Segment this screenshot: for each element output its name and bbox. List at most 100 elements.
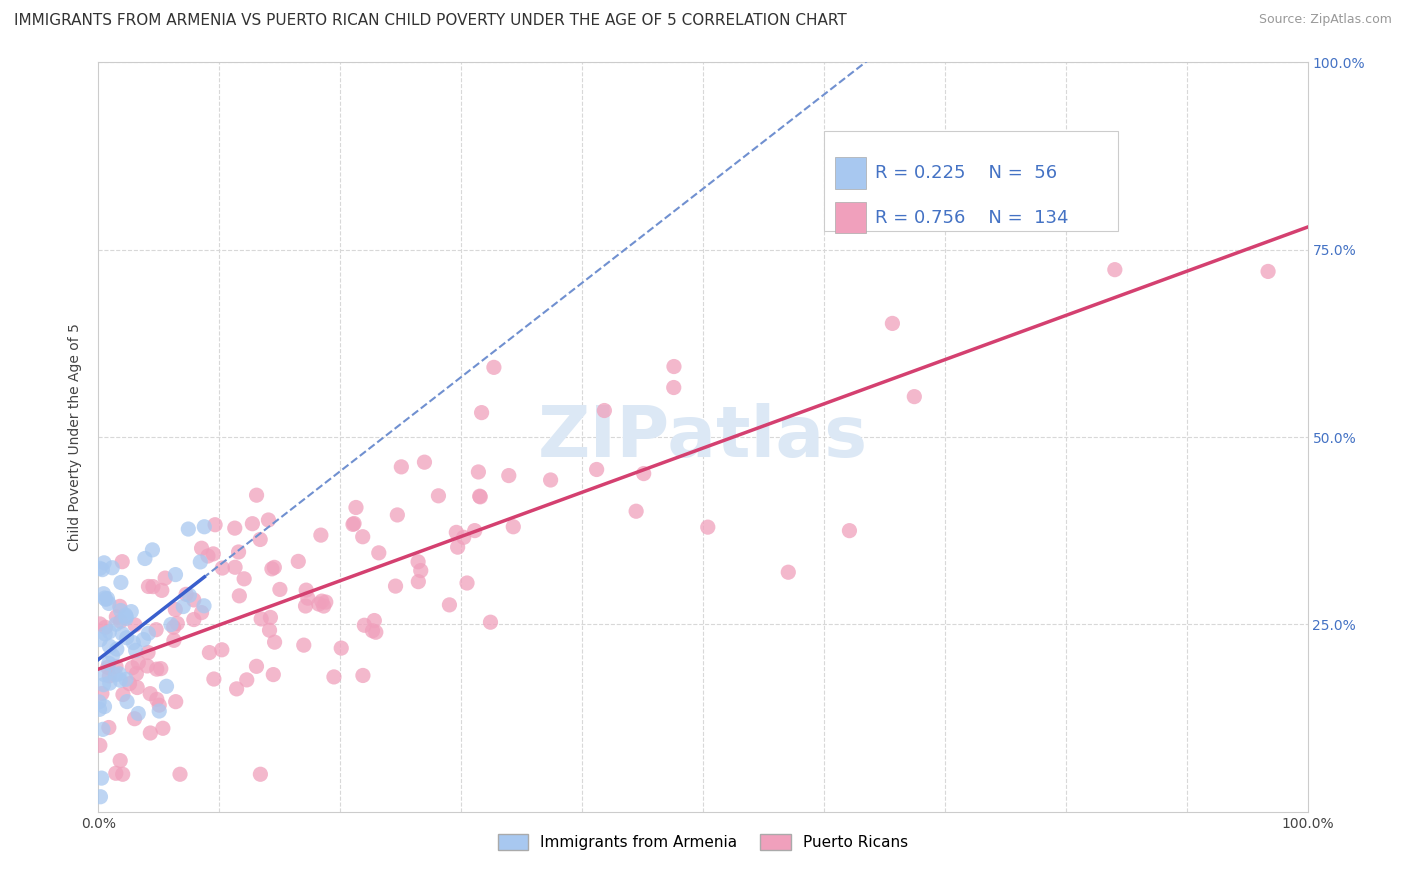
Point (352, 668, 374, 682)
Point (447, 540, 470, 554)
Point (408, 574, 430, 589)
Point (183, 593, 205, 607)
Point (139, 726, 162, 740)
Point (101, 648, 124, 663)
Point (367, 546, 389, 560)
Point (259, 610, 281, 624)
Point (198, 646, 221, 660)
Point (204, 517, 226, 532)
Point (104, 766, 127, 780)
Point (482, 360, 505, 375)
Point (540, 473, 562, 487)
Point (263, 560, 285, 574)
Point (260, 562, 283, 576)
Point (343, 516, 366, 531)
Point (108, 599, 131, 614)
Point (98, 624, 121, 639)
Point (101, 560, 124, 574)
Point (172, 599, 194, 614)
Point (93, 678, 115, 692)
Point (166, 616, 188, 631)
Point (585, 462, 607, 476)
Point (228, 545, 250, 559)
Point (225, 681, 247, 696)
Point (115, 609, 138, 624)
Point (177, 522, 200, 536)
Point (97, 660, 120, 674)
Text: R = 0.225    N =  56: R = 0.225 N = 56 (875, 164, 1057, 182)
Point (1257, 264, 1279, 278)
Point (148, 704, 170, 718)
Point (111, 627, 134, 641)
Point (138, 626, 160, 640)
Point (502, 520, 524, 534)
Point (778, 566, 800, 580)
Point (110, 673, 132, 688)
Point (146, 692, 169, 706)
Point (364, 625, 387, 640)
Point (97, 657, 120, 671)
Point (190, 541, 212, 556)
Point (98, 676, 121, 690)
Point (224, 521, 246, 535)
Point (97, 597, 120, 611)
Point (115, 673, 138, 687)
Point (93, 699, 115, 714)
Point (142, 580, 165, 594)
Point (115, 631, 138, 645)
Point (110, 575, 132, 590)
Point (468, 489, 491, 503)
Point (125, 666, 148, 681)
Point (110, 603, 132, 617)
Point (89, 702, 111, 716)
Point (882, 317, 904, 331)
Point (118, 676, 141, 690)
Point (148, 698, 170, 713)
Point (242, 516, 264, 531)
Point (93, 667, 115, 681)
Point (105, 609, 128, 624)
Point (427, 489, 450, 503)
Point (93, 587, 115, 601)
Point (110, 615, 132, 629)
Point (183, 613, 205, 627)
Point (121, 661, 143, 675)
Text: IMMIGRANTS FROM ARMENIA VS PUERTO RICAN CHILD POVERTY UNDER THE AGE OF 5 CORRELA: IMMIGRANTS FROM ARMENIA VS PUERTO RICAN … (14, 13, 846, 29)
Point (409, 564, 432, 578)
Point (179, 588, 201, 602)
Point (160, 617, 183, 632)
Point (127, 656, 149, 670)
Point (197, 549, 219, 563)
Point (165, 602, 187, 616)
Point (91, 563, 114, 577)
Point (353, 618, 375, 632)
Point (93, 556, 115, 570)
Y-axis label: Child Poverty Under the Age of 5: Child Poverty Under the Age of 5 (69, 323, 83, 551)
Point (163, 633, 186, 648)
Point (169, 767, 191, 781)
Point (498, 468, 520, 483)
Point (211, 642, 233, 657)
Point (662, 380, 685, 394)
Point (193, 520, 215, 534)
Point (297, 591, 319, 606)
Point (89, 561, 111, 575)
Point (165, 695, 187, 709)
Point (308, 597, 330, 611)
Point (89, 616, 111, 631)
Point (139, 687, 162, 701)
Point (115, 611, 138, 625)
Point (111, 688, 134, 702)
Point (330, 641, 353, 656)
Point (593, 403, 616, 417)
Text: ZIPatlas: ZIPatlas (538, 402, 868, 472)
Point (467, 465, 489, 479)
Point (104, 667, 127, 681)
Point (124, 643, 146, 657)
Point (153, 571, 176, 585)
Point (89, 739, 111, 753)
Point (89, 789, 111, 804)
Point (90, 771, 112, 785)
Point (312, 599, 335, 613)
Point (96, 591, 118, 606)
